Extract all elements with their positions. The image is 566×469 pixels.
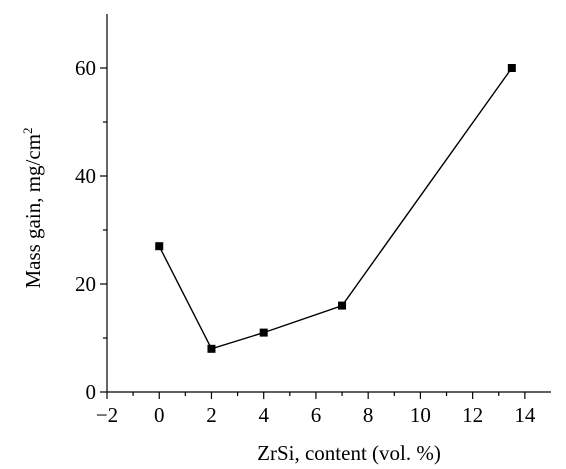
- x-axis-title: ZrSi, content (vol. %): [257, 441, 441, 465]
- x-tick-label: 14: [514, 403, 536, 427]
- x-tick-label: 10: [410, 403, 431, 427]
- y-axis-title-superscript: 2: [20, 127, 35, 134]
- y-axis-ticks: 0 20 40 60: [75, 56, 107, 404]
- series-line: [158, 67, 513, 350]
- data-point: [338, 301, 347, 310]
- x-tick-label: 4: [258, 403, 269, 427]
- data-markers: [155, 64, 516, 353]
- y-axis-title-main: Mass gain, mg/cm: [21, 134, 45, 289]
- x-tick-label: −2: [96, 403, 118, 427]
- x-tick-label: 0: [154, 403, 165, 427]
- y-axis-title: Mass gain, mg/cm2: [20, 127, 45, 288]
- y-tick-label: 60: [75, 56, 96, 80]
- data-point: [155, 242, 164, 251]
- y-tick-label: 0: [86, 380, 97, 404]
- data-point: [207, 344, 216, 353]
- data-point: [259, 328, 268, 337]
- x-tick-label: 2: [206, 403, 217, 427]
- y-tick-label: 40: [75, 164, 96, 188]
- y-tick-label: 20: [75, 272, 96, 296]
- data-point: [507, 64, 516, 72]
- x-axis-ticks: −2 0 2 4 6 8 10 12 14: [96, 392, 536, 427]
- x-tick-label: 6: [311, 403, 322, 427]
- x-tick-label: 8: [363, 403, 374, 427]
- x-tick-label: 12: [462, 403, 483, 427]
